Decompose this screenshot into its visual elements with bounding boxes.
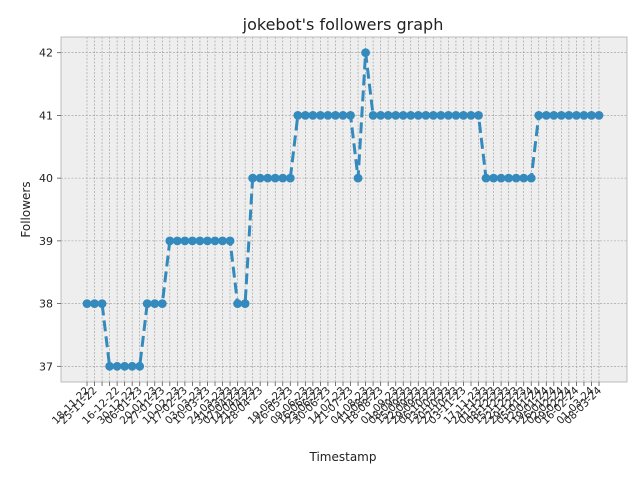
data-point — [398, 111, 408, 120]
data-point — [150, 299, 160, 308]
data-point — [218, 236, 227, 246]
data-point — [308, 111, 318, 120]
data-point — [157, 299, 167, 308]
data-point — [428, 111, 438, 120]
data-point — [436, 111, 446, 120]
data-point — [413, 111, 423, 120]
data-point — [300, 111, 310, 120]
y-tick-label: 39 — [39, 235, 53, 248]
data-point — [391, 111, 401, 120]
plot-frame — [60, 36, 628, 383]
data-point — [331, 111, 340, 120]
y-tick-label: 40 — [39, 172, 53, 185]
data-point — [421, 111, 431, 120]
x-tick-labels: 18-11-2225-11-2216-12-2230-12-2206-01-23… — [50, 382, 604, 427]
data-point — [263, 173, 273, 183]
data-point — [323, 111, 333, 120]
data-point — [594, 111, 604, 120]
data-point — [534, 111, 544, 120]
data-point — [346, 111, 355, 120]
data-point — [549, 111, 559, 120]
data-point — [572, 111, 581, 120]
data-point — [556, 111, 566, 120]
data-point — [255, 173, 265, 183]
data-point — [459, 111, 468, 120]
data-point — [526, 173, 536, 183]
data-point — [444, 111, 453, 120]
data-point — [233, 299, 242, 308]
data-point — [135, 361, 145, 371]
data-point — [293, 111, 303, 120]
data-point — [368, 111, 378, 120]
data-point — [105, 361, 114, 371]
plot-area — [61, 37, 627, 382]
data-point — [278, 173, 288, 183]
data-point — [466, 111, 476, 120]
series-layer — [82, 48, 604, 371]
data-point — [383, 111, 393, 120]
data-point — [504, 173, 514, 183]
data-point — [489, 173, 498, 183]
data-point — [579, 111, 589, 120]
data-point — [172, 236, 182, 246]
data-point — [376, 111, 386, 120]
data-point — [203, 236, 212, 246]
data-point — [474, 111, 483, 120]
data-point — [406, 111, 416, 120]
data-point — [225, 236, 235, 246]
y-tick-label: 37 — [39, 360, 53, 373]
data-point — [188, 236, 197, 246]
data-point — [248, 173, 258, 183]
data-point — [338, 111, 348, 120]
data-point — [90, 299, 99, 308]
data-point — [511, 173, 521, 183]
y-tick-label: 41 — [39, 109, 53, 122]
y-tick-labels: 37 38 39 40 41 42 — [39, 47, 61, 373]
data-point — [210, 236, 220, 246]
data-point — [240, 299, 250, 308]
data-point — [361, 48, 370, 58]
data-point — [142, 299, 152, 308]
data-point — [316, 111, 325, 120]
y-axis-label: Followers — [19, 181, 33, 237]
data-point — [587, 111, 596, 120]
data-point — [564, 111, 574, 120]
y-tick-label: 42 — [39, 47, 53, 60]
data-point — [353, 173, 363, 183]
data-point — [285, 173, 295, 183]
x-axis-label: Timestamp — [309, 450, 377, 464]
data-point — [120, 361, 130, 371]
data-point — [541, 111, 551, 120]
chart-title: jokebot's followers graph — [242, 15, 444, 34]
data-point — [451, 111, 461, 120]
data-point — [112, 361, 122, 371]
y-tick-label: 38 — [39, 298, 53, 311]
data-point — [165, 236, 175, 246]
data-point — [519, 173, 529, 183]
data-point — [97, 299, 107, 308]
data-point — [195, 236, 205, 246]
data-point — [82, 299, 92, 308]
data-point — [481, 173, 491, 183]
data-point — [270, 173, 280, 183]
data-point — [180, 236, 190, 246]
data-point — [496, 173, 506, 183]
data-point — [127, 361, 137, 371]
x-gridlines — [86, 37, 600, 382]
